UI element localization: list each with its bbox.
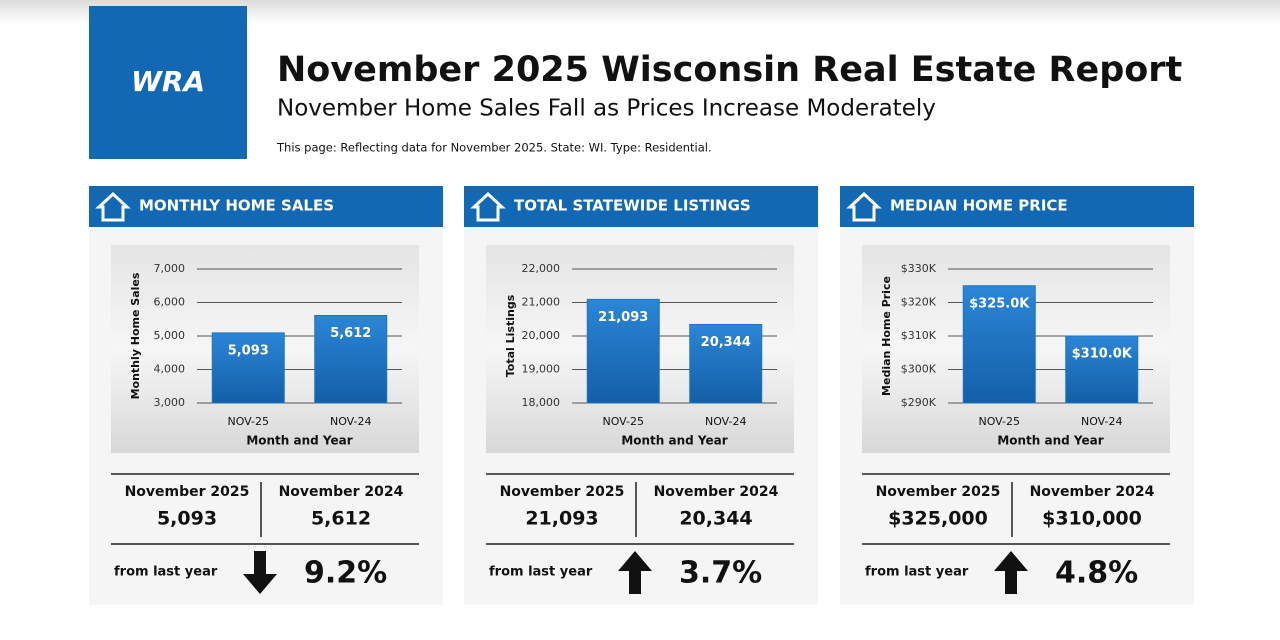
x-tick-label: NOV-25 (602, 415, 644, 428)
x-tick-label: NOV-24 (1081, 415, 1123, 428)
y-tick-label: 18,000 (522, 396, 561, 409)
bar (586, 298, 660, 404)
bar (962, 285, 1036, 404)
y-tick-label: 22,000 (522, 262, 561, 275)
current-value: $325,000 (888, 508, 988, 530)
current-value: 5,093 (157, 508, 217, 530)
panel-heading: MONTHLY HOME SALES (139, 197, 334, 215)
y-tick-label: 20,000 (522, 329, 561, 342)
subtitle: November Home Sales Fall as Prices Incre… (277, 96, 936, 122)
y-tick-label: 4,000 (154, 363, 186, 376)
previous-value: 5,612 (311, 508, 371, 530)
change-label: from last year (114, 565, 218, 580)
change-arrow (243, 551, 277, 594)
logo: WRA (131, 65, 205, 98)
y-tick-label: 7,000 (154, 262, 186, 275)
panel-heading-bar (464, 186, 818, 227)
previous-label: November 2024 (1030, 484, 1155, 500)
change-label: from last year (865, 565, 969, 580)
bar-value-label: 5,612 (330, 326, 371, 341)
x-axis-label: Month and Year (621, 434, 727, 448)
bar-value-label: 21,093 (598, 310, 648, 325)
y-axis-label: Monthly Home Sales (129, 272, 142, 399)
y-tick-label: 19,000 (522, 363, 561, 376)
bar (211, 332, 285, 404)
y-axis-label: Total Listings (504, 294, 517, 377)
change-value: 9.2% (304, 556, 387, 591)
panel-heading: MEDIAN HOME PRICE (890, 197, 1068, 215)
y-tick-label: $320K (901, 296, 937, 309)
previous-label: November 2024 (654, 484, 779, 500)
y-tick-label: $310K (901, 329, 937, 342)
current-label: November 2025 (876, 484, 1001, 500)
bar (314, 314, 388, 404)
change-label: from last year (489, 565, 593, 580)
bar (1065, 335, 1139, 404)
x-tick-label: NOV-24 (330, 415, 372, 428)
x-tick-label: NOV-24 (705, 415, 747, 428)
current-label: November 2025 (500, 484, 625, 500)
change-arrow (994, 551, 1028, 594)
bar-value-label: 20,344 (701, 335, 751, 350)
title: November 2025 Wisconsin Real Estate Repo… (277, 50, 1182, 90)
change-value: 3.7% (679, 556, 762, 591)
heading-icon (95, 191, 131, 222)
y-tick-label: 21,000 (522, 296, 561, 309)
logo-box (89, 6, 247, 159)
change-arrow (618, 551, 652, 594)
previous-value: 20,344 (679, 508, 752, 530)
y-tick-label: $290K (901, 396, 937, 409)
bar-value-label: $325.0K (969, 296, 1030, 311)
bar-value-label: 5,093 (228, 343, 269, 358)
y-tick-label: 5,000 (154, 329, 186, 342)
x-axis-label: Month and Year (997, 434, 1103, 448)
y-tick-label: $330K (901, 262, 937, 275)
current-value: 21,093 (525, 508, 598, 530)
panel-heading-bar (840, 186, 1194, 227)
x-tick-label: NOV-25 (978, 415, 1020, 428)
panel-heading: TOTAL STATEWIDE LISTINGS (514, 197, 751, 215)
y-tick-label: $300K (901, 363, 937, 376)
bar (689, 323, 763, 404)
panel-heading-bar (89, 186, 443, 227)
y-axis-label: Median Home Price (880, 276, 893, 396)
y-tick-label: 6,000 (154, 296, 186, 309)
change-value: 4.8% (1055, 556, 1138, 591)
x-axis-label: Month and Year (246, 434, 352, 448)
x-tick-label: NOV-25 (227, 415, 269, 428)
heading-icon (470, 191, 506, 222)
bar-value-label: $310.0K (1072, 347, 1133, 362)
y-tick-label: 3,000 (154, 396, 186, 409)
heading-icon (846, 191, 882, 222)
note: This page: Reflecting data for November … (276, 141, 712, 155)
previous-value: $310,000 (1042, 508, 1142, 530)
current-label: November 2025 (125, 484, 250, 500)
previous-label: November 2024 (279, 484, 404, 500)
